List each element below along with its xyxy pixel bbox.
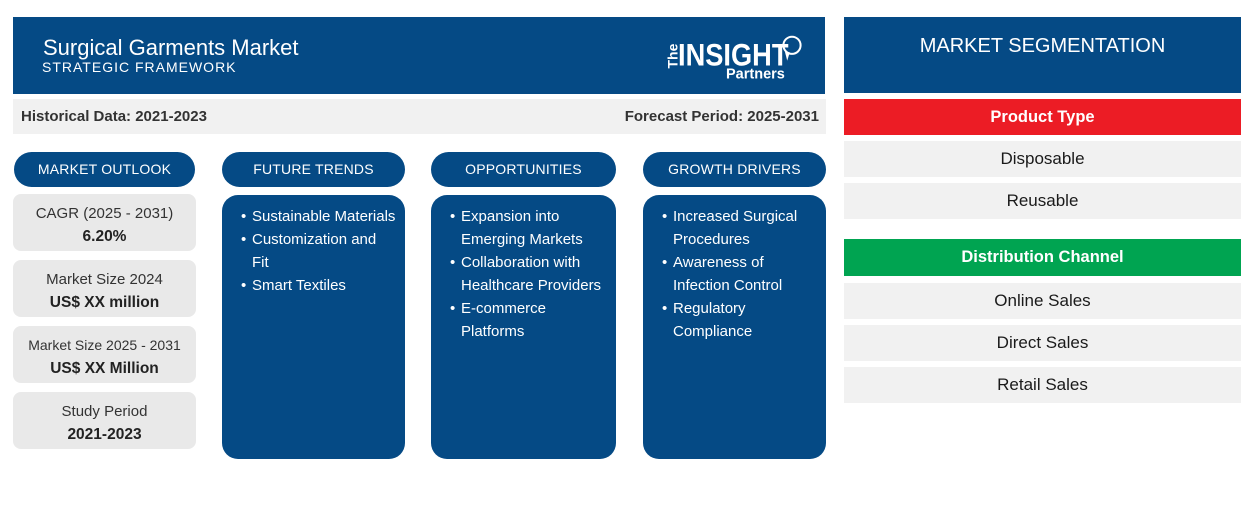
svg-text:Partners: Partners: [726, 67, 785, 83]
svg-text:The: The: [665, 43, 681, 68]
svg-text:INSIGHT: INSIGHT: [678, 37, 789, 73]
